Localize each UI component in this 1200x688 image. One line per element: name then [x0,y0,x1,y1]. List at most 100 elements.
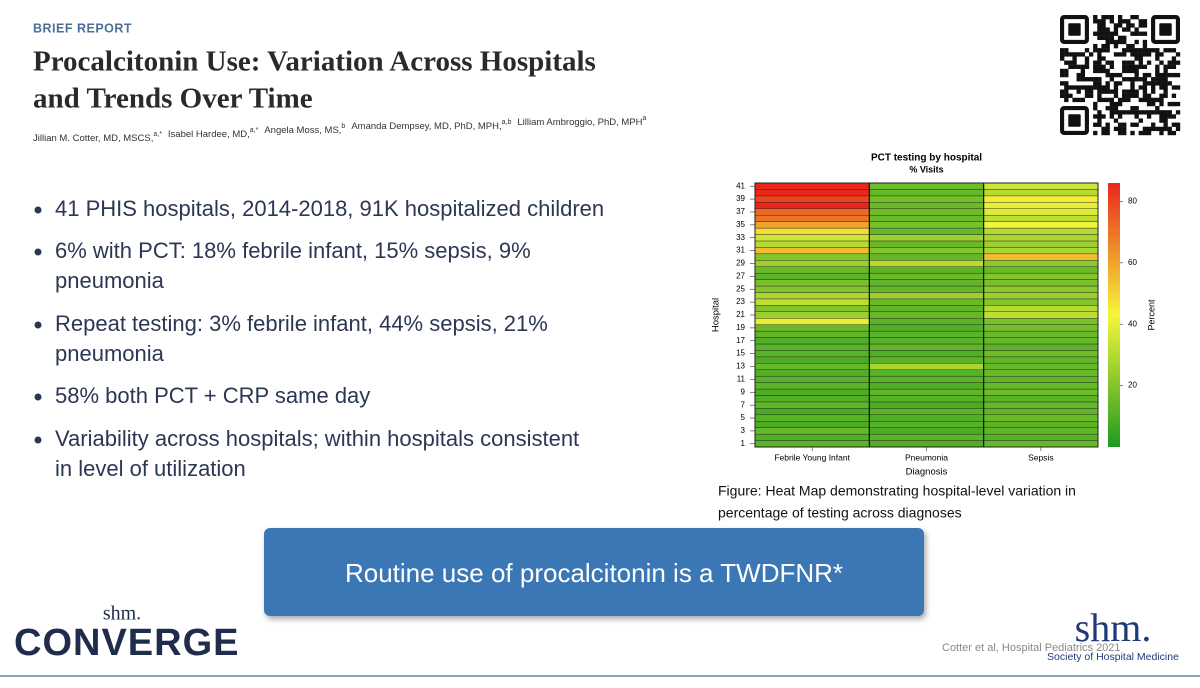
heatmap-cell [869,305,984,312]
heatmap-cell [983,427,1099,435]
heatmap-cell [869,202,984,209]
qr-module [1151,81,1156,86]
bullet-text: Variability across hospitals; within hos… [55,426,579,451]
qr-module [1068,85,1073,90]
qr-module [1138,48,1143,53]
qr-module [1126,97,1131,103]
heatmap-cell [983,440,1099,448]
author-affiliation: a,* [153,131,162,138]
qr-module [1163,64,1168,69]
qr-finder [1060,106,1089,135]
qr-module [1163,85,1168,90]
y-tick-label: 39 [736,194,745,203]
y-tick-label: 15 [736,349,745,358]
shm-name: Society of Hospital Medicine [1047,651,1179,663]
colorbar-tick-label: 80 [1128,197,1137,206]
qr-module [1105,81,1110,86]
qr-module [1134,31,1139,36]
heatmap-cell [754,285,870,293]
heatmap-cell [754,182,870,190]
qr-module [1097,23,1102,28]
qr-module [1105,72,1110,78]
qr-module [1171,48,1177,53]
heatmap-cell [983,433,1099,441]
y-tick-label: 19 [736,323,745,332]
bullet-dot [34,321,42,329]
qr-module [1109,77,1114,82]
qr-module [1105,85,1110,90]
heatmap-cell [983,208,1099,216]
qr-module [1064,81,1069,86]
author-name: Amanda Dempsey, MD, PhD, MPH, [351,121,501,132]
qr-module [1138,23,1143,28]
converge-logo: CONVERGE [14,622,239,664]
qr-module [1175,85,1181,90]
heatmap-cell [983,401,1099,409]
qr-module [1084,64,1090,69]
qr-module [1113,52,1119,57]
qr-module [1072,60,1077,65]
qr-module [1167,64,1172,69]
qr-module [1155,81,1160,86]
qr-module [1130,68,1135,74]
qr-module [1130,81,1135,86]
qr-module [1093,101,1098,107]
heatmap-cell [983,240,1099,248]
y-tick-label: 31 [736,246,745,255]
heatmap-cell [754,318,870,325]
qr-module [1097,77,1102,82]
qr-module [1171,85,1177,90]
qr-module [1142,110,1148,115]
heatmap-cell [983,227,1099,235]
qr-module [1105,35,1110,41]
qr-module [1101,64,1106,69]
qr-module [1155,110,1160,115]
qr-module [1113,72,1119,78]
qr-module [1060,72,1065,78]
qr-module [1130,23,1135,28]
qr-module [1163,118,1168,123]
heatmap-cell [869,279,984,287]
qr-module [1117,126,1123,132]
qr-module [1138,64,1143,69]
heatmap-cell [754,253,870,261]
qr-module [1101,27,1106,32]
qr-module [1109,114,1114,119]
qr-module [1088,77,1094,82]
qr-module [1101,19,1106,24]
author-affiliation: a [643,115,647,122]
qr-module [1142,89,1148,94]
qr-module [1134,122,1139,127]
qr-module [1175,52,1181,57]
heatmap-cell [869,221,984,229]
qr-module [1105,48,1110,53]
qr-module [1163,110,1168,115]
qr-module [1155,48,1160,53]
heatmap-cell [983,260,1099,267]
heatmap-cell [869,375,984,383]
qr-module [1064,72,1069,78]
qr-module [1072,64,1077,69]
qr-module [1134,93,1139,98]
qr-module [1093,48,1098,53]
qr-module [1159,114,1164,119]
heatmap-cell [869,214,984,222]
heatmap-cell [983,202,1099,209]
qr-module [1113,106,1119,111]
qr-module [1117,72,1123,78]
qr-module [1167,110,1172,115]
qr-module [1138,130,1143,136]
qr-module [1113,81,1119,86]
y-axis-label: Hospital [711,298,722,332]
qr-module [1146,101,1152,107]
qr-module [1122,68,1127,74]
x-axis-label: Diagnosis [906,467,948,478]
qr-module [1084,60,1090,65]
heatmap-cell [869,427,984,435]
qr-module [1113,27,1119,32]
qr-module [1155,72,1160,78]
qr-module [1101,130,1106,136]
qr-module [1113,89,1119,94]
heatmap-cell [754,408,870,416]
